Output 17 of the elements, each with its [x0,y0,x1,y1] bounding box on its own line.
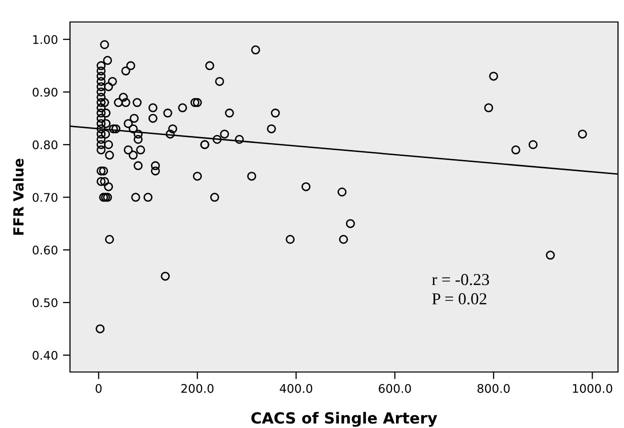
annotation: P = 0.02 [432,293,486,304]
x-axis-title: CACS of Single Artery [251,412,438,427]
x-tick-label: 1000.0 [572,384,612,393]
x-tick-label: 0 [96,384,102,393]
x-tick-label: 400.0 [280,384,312,393]
y-tick-label: 0.60 [32,246,58,255]
y-tick-label: 0.50 [32,298,58,308]
annotation: r = -0.23 [432,274,490,286]
y-tick-label: 0.70 [32,192,58,202]
x-tick-label: 200.0 [181,384,214,393]
y-tick-label: 0.90 [32,88,58,97]
y-tick-label: 0.40 [32,350,58,360]
y-tick-label: 0.80 [32,140,58,150]
y-tick-label: 1.00 [33,35,58,44]
x-tick-label: 800.0 [477,384,510,393]
y-axis-title: FFR Value [12,158,24,235]
x-tick-label: 600.0 [378,384,411,393]
